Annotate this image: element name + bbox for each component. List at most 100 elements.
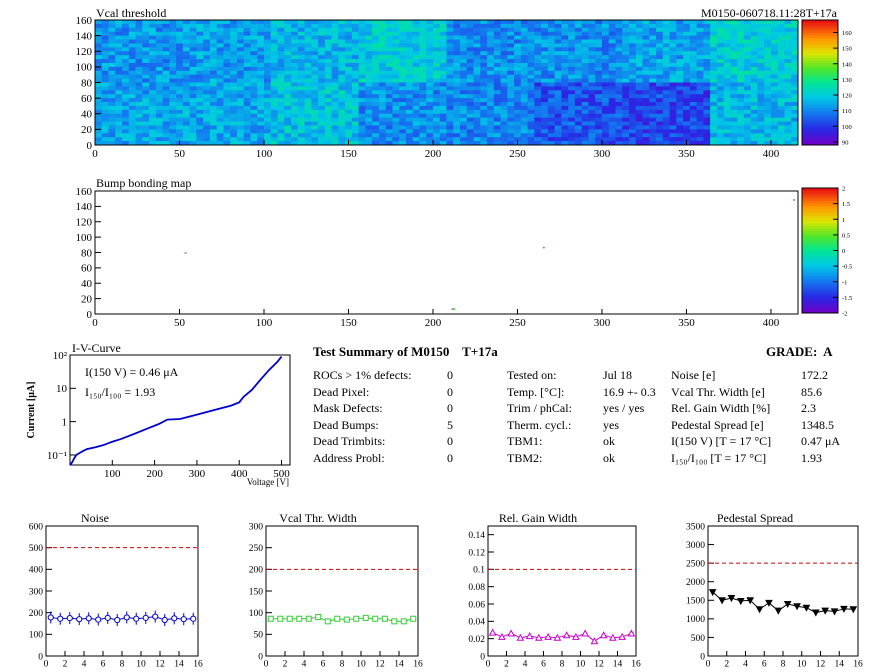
threshold-pixel (426, 94, 434, 99)
y-tick-label: 2000 (686, 578, 705, 588)
x-tick-label: 14 (835, 660, 845, 670)
threshold-pixel (115, 55, 123, 60)
threshold-pixel (520, 137, 529, 142)
threshold-pixel (236, 35, 245, 40)
threshold-pixel (216, 51, 224, 56)
threshold-pixel (541, 55, 549, 60)
threshold-pixel (723, 51, 731, 56)
threshold-pixel (182, 20, 191, 25)
threshold-pixel (155, 74, 163, 79)
threshold-pixel (149, 82, 157, 87)
threshold-pixel (554, 125, 562, 130)
threshold-pixel (324, 117, 332, 122)
threshold-pixel (351, 74, 360, 79)
threshold-pixel (649, 51, 657, 56)
y-tick-label: 60 (81, 263, 93, 275)
threshold-pixel (439, 47, 447, 52)
threshold-pixel (270, 109, 278, 115)
threshold-pixel (189, 70, 197, 76)
threshold-pixel (581, 125, 589, 130)
threshold-pixel (432, 66, 441, 72)
threshold-pixel (419, 105, 427, 111)
threshold-pixel (635, 137, 643, 142)
threshold-pixel (209, 133, 218, 138)
threshold-pixel (399, 27, 407, 33)
threshold-pixel (216, 105, 224, 111)
threshold-pixel (189, 62, 197, 68)
threshold-pixel (460, 78, 468, 83)
threshold-pixel (95, 98, 103, 103)
threshold-pixel (507, 129, 515, 134)
threshold-pixel (169, 102, 177, 107)
vcal-width-data-point (315, 614, 322, 620)
threshold-pixel (784, 125, 792, 130)
threshold-pixel (162, 133, 170, 138)
threshold-pixel (520, 141, 529, 146)
threshold-pixel (635, 55, 643, 60)
threshold-pixel (595, 59, 603, 64)
threshold-pixel (466, 109, 474, 115)
threshold-pixel (669, 43, 677, 48)
threshold-pixel (297, 59, 305, 64)
threshold-pixel (750, 78, 758, 83)
threshold-pixel (460, 94, 468, 99)
threshold-pixel (372, 133, 380, 138)
threshold-pixel (284, 137, 292, 142)
threshold-pixel (473, 98, 481, 103)
threshold-pixel (128, 43, 136, 48)
threshold-pixel (669, 66, 677, 72)
threshold-pixel (757, 55, 765, 60)
colorbar-slice (802, 215, 838, 219)
threshold-pixel (230, 62, 238, 68)
threshold-pixel (385, 47, 393, 52)
threshold-pixel (527, 141, 535, 146)
threshold-pixel (115, 105, 123, 111)
threshold-pixel (351, 43, 360, 48)
threshold-pixel (392, 43, 400, 48)
threshold-pixel (723, 117, 731, 122)
threshold-pixel (277, 43, 285, 48)
threshold-pixel (669, 125, 677, 130)
threshold-pixel (791, 102, 799, 107)
threshold-pixel (169, 98, 177, 103)
threshold-pixel (122, 133, 130, 138)
threshold-pixel (135, 113, 143, 119)
threshold-pixel (378, 78, 387, 83)
threshold-pixel (318, 66, 326, 72)
threshold-pixel (291, 78, 299, 83)
threshold-pixel (743, 102, 752, 107)
threshold-pixel (223, 66, 231, 72)
threshold-pixel (642, 86, 650, 91)
threshold-pixel (514, 23, 522, 29)
threshold-pixel (101, 121, 109, 126)
threshold-pixel (514, 105, 522, 111)
threshold-pixel (162, 141, 170, 146)
threshold-pixel (750, 109, 758, 115)
threshold-pixel (196, 94, 204, 99)
threshold-pixel (574, 137, 583, 142)
threshold-pixel (182, 82, 191, 87)
threshold-pixel (182, 133, 191, 138)
threshold-pixel (649, 62, 657, 68)
threshold-pixel (554, 27, 562, 33)
threshold-pixel (358, 51, 366, 56)
threshold-pixel (243, 121, 251, 126)
threshold-pixel (223, 141, 231, 146)
colorbar-slice (802, 80, 838, 83)
iv-y-axis-label: Current [μA] (26, 382, 37, 439)
threshold-pixel (189, 117, 197, 122)
threshold-pixel (399, 105, 407, 111)
threshold-pixel (595, 70, 603, 76)
threshold-pixel (507, 121, 515, 126)
threshold-pixel (615, 39, 623, 44)
colorbar-slice (802, 105, 838, 108)
threshold-pixel (541, 133, 549, 138)
threshold-pixel (493, 102, 501, 107)
threshold-pixel (358, 78, 366, 83)
threshold-pixel (378, 109, 387, 115)
threshold-pixel (392, 121, 400, 126)
threshold-pixel (730, 90, 738, 95)
threshold-pixel (338, 51, 346, 56)
threshold-pixel (426, 66, 434, 72)
threshold-pixel (710, 109, 718, 115)
